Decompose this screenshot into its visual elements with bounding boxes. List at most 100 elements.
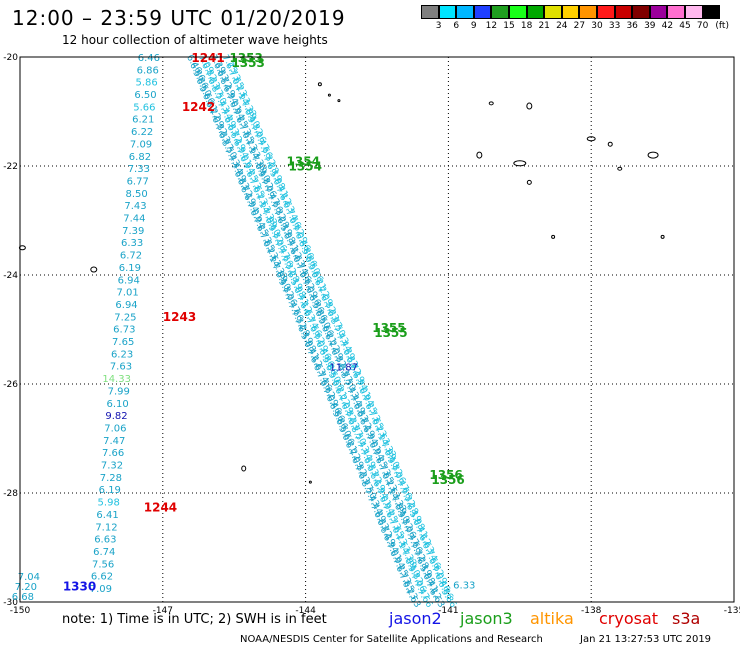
swh-value-label: 6.21	[132, 115, 154, 126]
islands	[18, 82, 665, 484]
swh-value-label: 5.98	[98, 498, 120, 509]
color-swatch	[632, 5, 650, 19]
color-swatch	[667, 5, 685, 19]
longitude-label: -138	[581, 606, 602, 616]
color-scale-label: 9	[470, 21, 477, 31]
swh-value-label: 7.01	[117, 288, 139, 299]
pass-number-label-shadow: 1354	[289, 160, 322, 174]
swh-value-label: 7.47	[103, 436, 125, 447]
pass-number-label: 1241	[191, 51, 224, 65]
swh-value-label: 6.74	[93, 547, 115, 558]
color-swatch	[684, 5, 703, 19]
swh-value-label: 6.72	[120, 251, 142, 262]
island-outline	[337, 99, 341, 103]
latitude-label: -30	[3, 598, 18, 608]
swh-value-label: 7.25	[114, 312, 136, 323]
track-highlight-value: 6.33	[453, 580, 475, 591]
latitude-label: -20	[3, 53, 18, 63]
pass-number-label: 1243	[163, 310, 196, 324]
swh-value-label: 7.04	[18, 572, 40, 583]
map-frame	[19, 56, 735, 603]
swh-value-label: 6.33	[121, 238, 143, 249]
swh-value-label: 6.22	[131, 127, 153, 138]
island-outline	[18, 245, 26, 251]
pass-number-label-shadow: 1356	[431, 473, 464, 487]
color-scale-label: 33	[608, 21, 621, 31]
swh-value-label: 7.44	[123, 214, 145, 225]
pass-number-label-shadow: 1353	[231, 56, 264, 70]
island-outline	[317, 82, 322, 87]
pass-number-label: 1355	[372, 321, 405, 335]
swh-value-label: 6.10	[106, 399, 128, 410]
swh-value-label: 6.19	[99, 485, 121, 496]
island-outline	[660, 234, 665, 239]
swh-value-label: 7.32	[101, 461, 123, 472]
island-outline	[526, 102, 533, 110]
island-outline	[526, 179, 532, 185]
latitude-label: -26	[3, 380, 18, 390]
color-swatch	[579, 5, 597, 19]
pass-number-label: 1354	[287, 155, 320, 169]
swh-value-label: 6.19	[119, 263, 141, 274]
swh-value-label: 7.09	[90, 584, 112, 595]
pass-number-label: 1353	[229, 51, 262, 65]
swh-value-label: 6.73	[113, 325, 135, 336]
longitude-label: -147	[153, 606, 173, 616]
swh-value-label: 6.94	[115, 300, 137, 311]
color-scale-label: 45	[679, 21, 691, 31]
color-scale-label: (ft)	[715, 21, 729, 31]
color-swatch	[526, 5, 545, 19]
swh-value-label: 7.43	[124, 201, 146, 212]
map-labels: -20 -22 -24 -26 -28 -30-150 -147 -144 -141 -138 -1…	[3, 51, 740, 616]
swh-value-label: 7.56	[92, 559, 114, 570]
swh-value-label: 5.86	[136, 78, 158, 89]
swh-value-label: 6.68	[12, 592, 34, 603]
color-swatch	[702, 5, 721, 19]
color-swatch	[596, 5, 615, 19]
swh-value-label: 6.46	[138, 53, 160, 64]
swh-value-label: 6.23	[111, 349, 133, 360]
swh-value-label: 6.86	[137, 65, 159, 76]
longitude-label: -135	[724, 606, 740, 616]
island-outline	[586, 136, 596, 142]
swh-value-label: 6.63	[94, 535, 116, 546]
altimeter-tracks: 6.466.865.866.505.666.216.227.096.827.33…	[184, 53, 458, 610]
color-swatch	[544, 5, 562, 19]
swh-value-label: 7.66	[102, 448, 124, 459]
swh-value-label: 6.62	[91, 572, 113, 583]
satellite-legend-s3a: s3a	[672, 609, 701, 628]
swh-value-label: 6.50	[134, 90, 156, 101]
color-swatch	[561, 5, 580, 19]
swh-value-label: 7.63	[110, 362, 132, 373]
color-scale-label: 21	[538, 21, 550, 31]
swh-value-label: 7.39	[122, 226, 144, 237]
island-outline	[551, 234, 556, 239]
island-outline	[308, 480, 312, 484]
longitude-label: -150	[10, 606, 31, 616]
map-title: 12:00 – 23:59 UTC 01/20/2019	[12, 6, 346, 30]
swh-value-label: 7.20	[15, 582, 37, 593]
color-scale-label: 27	[573, 21, 586, 31]
color-swatch	[456, 5, 474, 19]
island-outline	[241, 465, 247, 472]
pass-number-label-shadow: 1355	[374, 326, 407, 340]
latitude-label: -22	[3, 162, 18, 172]
color-scale-label: 36	[626, 21, 638, 31]
island-outline	[617, 166, 623, 171]
swh-value-label: 7.09	[130, 139, 152, 150]
pass-number-label: 1242	[182, 100, 215, 114]
pass-number-label: 1356	[429, 468, 462, 482]
swh-value-label: 7.06	[104, 423, 126, 434]
satellite-legend-altika: altika	[530, 609, 574, 628]
color-scale-label: 3	[435, 21, 442, 31]
color-scale-label: 12	[485, 21, 498, 31]
color-scale-label: 30	[591, 21, 603, 31]
swh-value-label: 9.82	[105, 411, 127, 422]
island-outline	[647, 151, 659, 159]
longitude-label: -144	[295, 606, 316, 616]
island-outline	[513, 160, 527, 167]
map-subtitle: 12 hour collection of altimeter wave hei…	[62, 33, 328, 47]
island-outline	[476, 151, 483, 159]
color-swatch	[649, 5, 668, 19]
swh-value-label: 14.33	[102, 374, 131, 385]
